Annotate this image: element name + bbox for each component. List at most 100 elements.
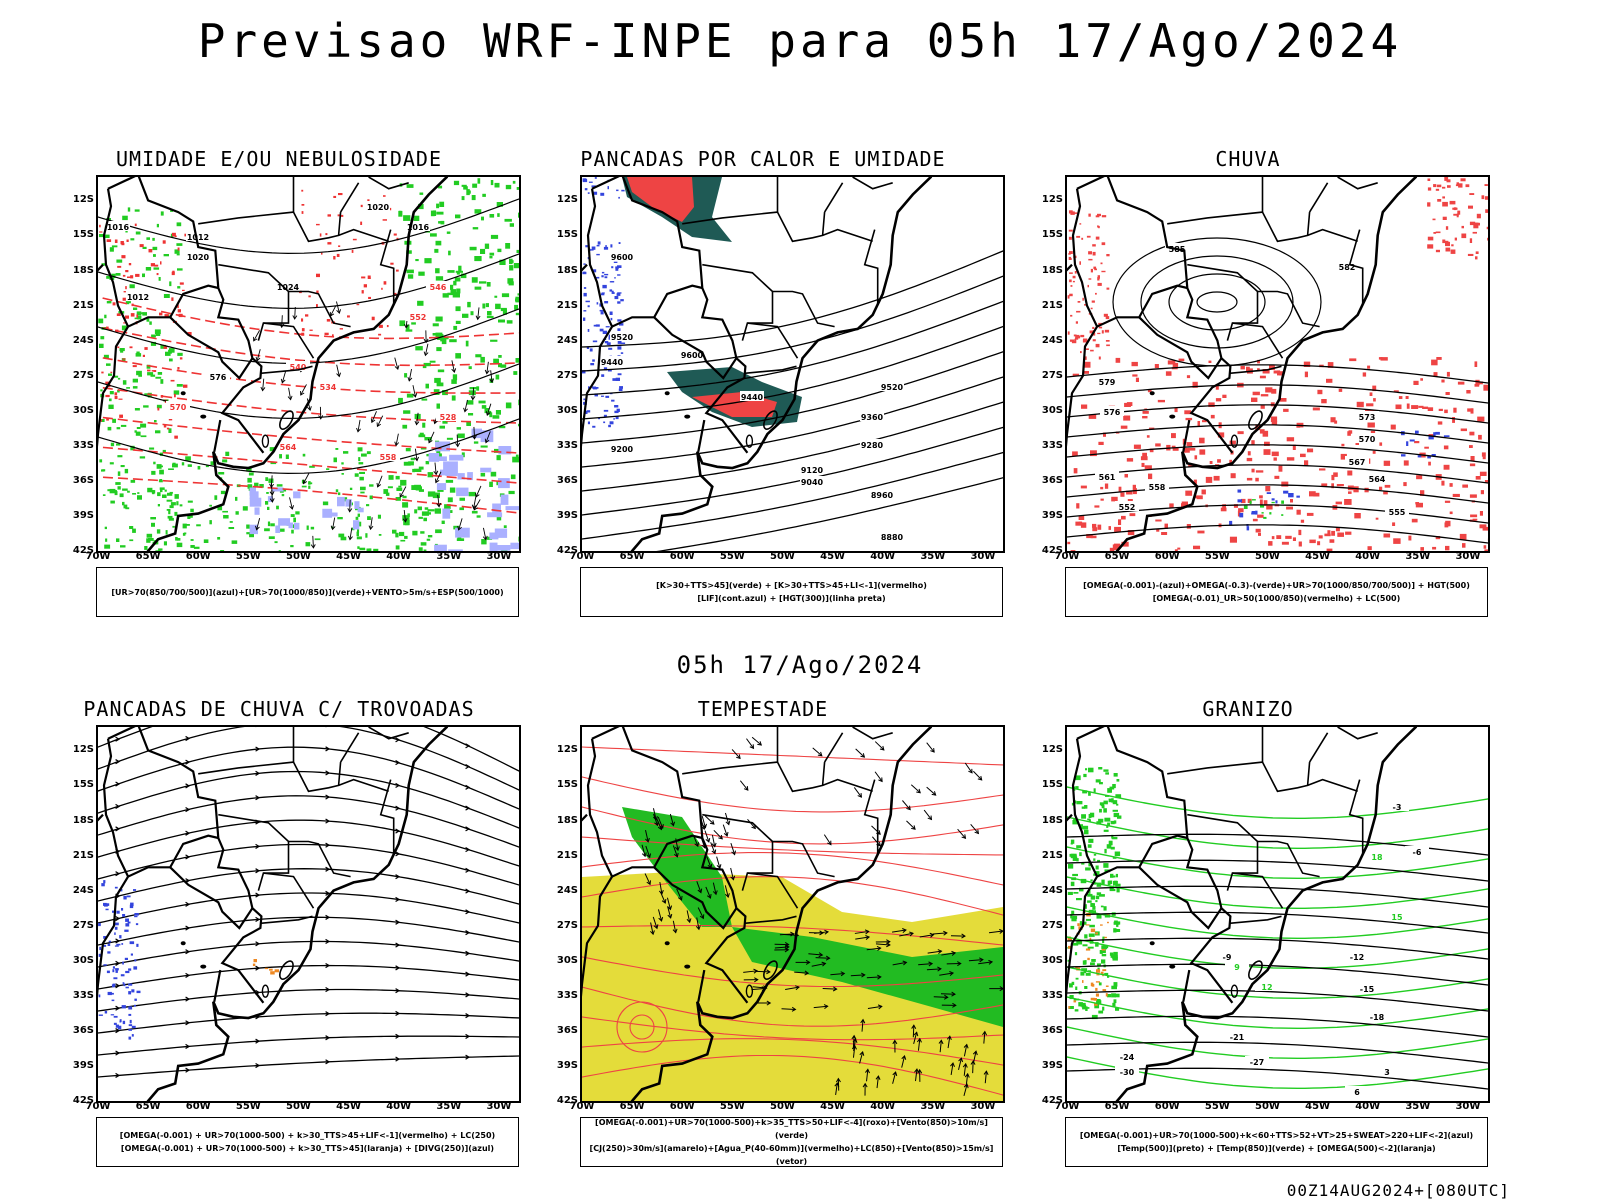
lon-tick-label: 45W bbox=[336, 1101, 362, 1112]
lif-blue-area bbox=[612, 292, 615, 294]
wind-vector bbox=[657, 909, 664, 922]
wind-vector bbox=[970, 824, 980, 835]
thickness-area bbox=[174, 235, 177, 238]
streamline-arrow bbox=[115, 736, 121, 742]
rh-low-area bbox=[341, 473, 344, 475]
rh-low-area bbox=[481, 405, 487, 409]
lat-tick-label: 42S bbox=[1041, 545, 1063, 556]
map-granizo[interactable]: -3 -6 -9 -12 -15 -18 -21 -24 -27 -30 3 6 9 12 15 18 bbox=[1065, 725, 1490, 1103]
lat-tick-label: 21S bbox=[1041, 849, 1063, 861]
rain-red-area bbox=[1467, 253, 1474, 256]
wind-vector bbox=[482, 527, 488, 541]
map-chuva[interactable]: 585 582 579 576 573 570 567 564 561 558 555 552 bbox=[1065, 175, 1490, 553]
streamline-arrow bbox=[395, 737, 401, 743]
rh-low-area bbox=[493, 358, 499, 363]
rain-red-area bbox=[1135, 377, 1139, 382]
rh-low-area bbox=[134, 317, 140, 320]
lagoa-dos-patos bbox=[1248, 960, 1263, 980]
rain-red-area bbox=[1177, 547, 1181, 550]
wind-vector bbox=[289, 497, 294, 510]
rh-low-area bbox=[494, 182, 500, 188]
rh-low-area bbox=[149, 447, 155, 450]
rain-red-area bbox=[1460, 428, 1467, 432]
rh-low-area bbox=[168, 517, 174, 521]
rain-red-area bbox=[1091, 300, 1095, 303]
rain-red-area bbox=[1304, 460, 1309, 466]
rh-low-area bbox=[496, 202, 503, 207]
rh-low-area bbox=[308, 482, 313, 485]
rh-low-area bbox=[110, 442, 115, 447]
rh-low-area bbox=[420, 447, 427, 450]
rain-red-area bbox=[1132, 374, 1138, 377]
temp850-contour bbox=[1067, 936, 1488, 969]
temp850-green-area bbox=[1104, 848, 1107, 854]
temp500-contour bbox=[1067, 885, 1488, 908]
rh-low-area bbox=[193, 546, 200, 549]
rh-low-area bbox=[490, 471, 497, 477]
rh-low-area bbox=[231, 540, 238, 544]
lif-blue-area bbox=[609, 289, 613, 292]
map-umidade[interactable]: 1016 1012 1020 1024 1020 1016 1012 576 570 564 558… bbox=[96, 175, 521, 553]
rain-red-area bbox=[1259, 375, 1266, 379]
rh-low-area bbox=[335, 448, 339, 450]
temp850-green-area bbox=[1107, 880, 1111, 886]
wind-vector bbox=[376, 475, 383, 488]
streamline-arrow bbox=[185, 901, 191, 907]
rain-red-area bbox=[1251, 440, 1255, 445]
lif-blue-area bbox=[618, 388, 623, 392]
contour-label: 8880 bbox=[881, 533, 904, 542]
map-trovoadas[interactable] bbox=[96, 725, 521, 1103]
rh-low-area bbox=[373, 548, 379, 551]
thickness-area bbox=[393, 233, 397, 236]
lif-blue-area bbox=[616, 189, 619, 192]
rain-red-area bbox=[1098, 322, 1103, 325]
thickness-area bbox=[122, 358, 126, 360]
rh-low-area bbox=[187, 515, 191, 519]
temp850-green-area bbox=[1067, 891, 1073, 895]
lake-mark bbox=[684, 964, 691, 969]
lat-tick-label: 27S bbox=[556, 919, 578, 931]
rh-low-area bbox=[266, 492, 269, 494]
rain-red-area bbox=[1070, 550, 1076, 551]
thickness-area bbox=[319, 233, 322, 237]
rh-low-area bbox=[398, 485, 402, 488]
wind-vector bbox=[982, 1030, 988, 1044]
rh-low-area bbox=[435, 332, 443, 338]
rain-red-area bbox=[1442, 196, 1445, 199]
rh-low-area bbox=[447, 497, 453, 503]
rain-red-area bbox=[1072, 275, 1076, 279]
contour-label: -24 bbox=[1120, 1053, 1135, 1062]
rh-low-area bbox=[489, 481, 493, 487]
rain-red-area bbox=[1196, 495, 1203, 500]
temp850-green-area bbox=[1098, 982, 1102, 986]
omega-blue-area bbox=[1406, 441, 1409, 446]
lif-blue-area bbox=[589, 348, 593, 352]
thickness-area bbox=[120, 241, 124, 245]
rain-red-area bbox=[1273, 457, 1277, 461]
temp850-green-area bbox=[1088, 862, 1091, 867]
rain-red-area bbox=[1460, 178, 1466, 182]
lif-blue-area bbox=[616, 408, 620, 412]
streamline-arrow bbox=[115, 1050, 121, 1056]
lat-tick-label: 27S bbox=[1041, 919, 1063, 931]
lif-blue-area bbox=[603, 414, 607, 417]
lif-blue-area bbox=[582, 180, 588, 183]
contour-label: 18 bbox=[1371, 853, 1383, 862]
rain-red-area bbox=[1171, 433, 1176, 439]
streamline-arrow bbox=[115, 1072, 121, 1079]
country-border-3 bbox=[582, 813, 588, 822]
wind-vector bbox=[302, 472, 310, 485]
hgt300-contour bbox=[582, 451, 1003, 540]
rh-low-area bbox=[495, 374, 500, 380]
rain-red-area bbox=[1262, 369, 1270, 374]
wind-vector bbox=[368, 517, 374, 531]
map-canvas: 9600952094409360928092009120904089608880… bbox=[582, 177, 1003, 551]
divg-blue-area bbox=[108, 940, 112, 943]
rain-red-area bbox=[1420, 547, 1424, 551]
rain-red-area bbox=[1094, 505, 1100, 508]
map-pancadas-calor[interactable]: 9600 9520 9440 9360 9280 9200 9120 9040 8960 8880… bbox=[580, 175, 1005, 553]
rh-high-area bbox=[449, 454, 464, 461]
rh-low-area bbox=[290, 545, 294, 548]
map-tempestade[interactable] bbox=[580, 725, 1005, 1103]
rain-red-area bbox=[1156, 529, 1160, 532]
